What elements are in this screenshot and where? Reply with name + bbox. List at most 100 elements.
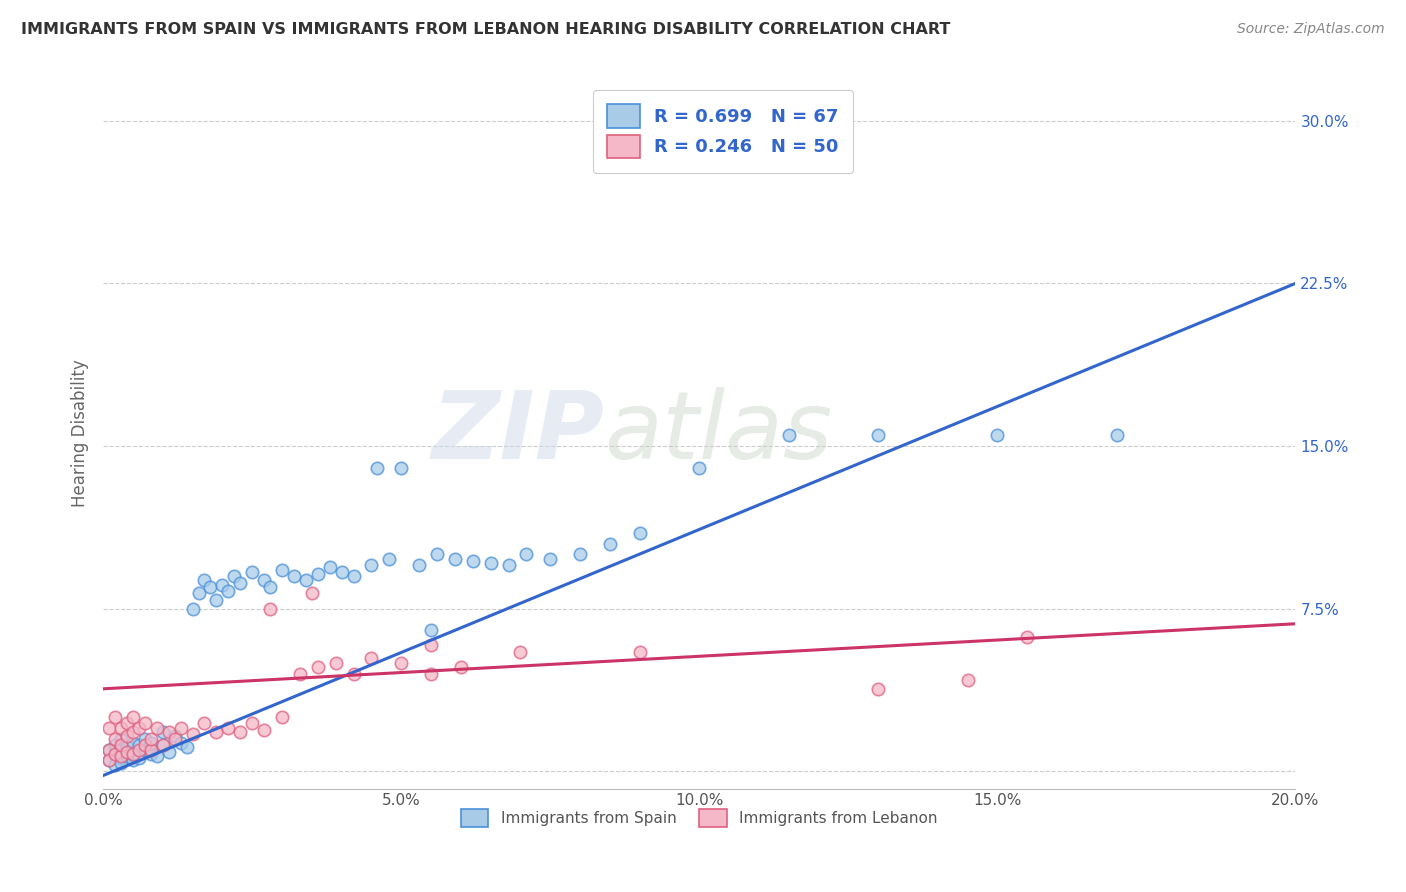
Point bbox=[104, 747, 127, 761]
Point bbox=[193, 574, 215, 588]
Point bbox=[599, 536, 621, 550]
Point bbox=[253, 574, 276, 588]
Point bbox=[122, 747, 145, 761]
Text: IMMIGRANTS FROM SPAIN VS IMMIGRANTS FROM LEBANON HEARING DISABILITY CORRELATION : IMMIGRANTS FROM SPAIN VS IMMIGRANTS FROM… bbox=[21, 22, 950, 37]
Point bbox=[115, 730, 138, 744]
Point bbox=[152, 738, 174, 752]
Point bbox=[139, 736, 162, 750]
Point bbox=[134, 716, 156, 731]
Point bbox=[295, 574, 318, 588]
Point bbox=[104, 731, 127, 746]
Point bbox=[240, 716, 263, 731]
Point bbox=[115, 745, 138, 759]
Point bbox=[283, 569, 305, 583]
Point bbox=[569, 548, 592, 562]
Point bbox=[98, 753, 121, 767]
Point bbox=[360, 558, 382, 573]
Point bbox=[110, 721, 132, 735]
Text: ZIP: ZIP bbox=[432, 387, 605, 479]
Point bbox=[342, 569, 364, 583]
Point bbox=[200, 580, 222, 594]
Point bbox=[122, 725, 145, 739]
Point bbox=[181, 727, 204, 741]
Point bbox=[134, 738, 156, 752]
Point bbox=[986, 428, 1008, 442]
Point bbox=[868, 428, 890, 442]
Point bbox=[426, 548, 449, 562]
Point bbox=[157, 725, 180, 739]
Point bbox=[688, 460, 710, 475]
Point bbox=[205, 725, 228, 739]
Point bbox=[181, 601, 204, 615]
Point bbox=[110, 751, 132, 765]
Point bbox=[98, 753, 121, 767]
Point bbox=[128, 721, 150, 735]
Point bbox=[342, 666, 364, 681]
Point bbox=[128, 738, 150, 752]
Point bbox=[134, 731, 156, 746]
Point bbox=[360, 651, 382, 665]
Point bbox=[139, 731, 162, 746]
Point bbox=[115, 745, 138, 759]
Point bbox=[176, 740, 198, 755]
Point bbox=[104, 738, 127, 752]
Point bbox=[122, 747, 145, 761]
Point bbox=[152, 738, 174, 752]
Point bbox=[122, 753, 145, 767]
Point bbox=[389, 656, 412, 670]
Point bbox=[229, 725, 252, 739]
Point bbox=[128, 742, 150, 756]
Point bbox=[389, 460, 412, 475]
Text: Source: ZipAtlas.com: Source: ZipAtlas.com bbox=[1237, 22, 1385, 37]
Point bbox=[146, 721, 169, 735]
Point bbox=[98, 742, 121, 756]
Point bbox=[211, 578, 233, 592]
Point bbox=[163, 730, 186, 744]
Point bbox=[318, 560, 340, 574]
Point bbox=[169, 721, 191, 735]
Point bbox=[134, 742, 156, 756]
Point bbox=[628, 645, 651, 659]
Point bbox=[301, 586, 323, 600]
Text: atlas: atlas bbox=[605, 387, 832, 478]
Point bbox=[1105, 428, 1128, 442]
Point bbox=[259, 580, 281, 594]
Point bbox=[229, 575, 252, 590]
Point bbox=[366, 460, 388, 475]
Point bbox=[110, 756, 132, 770]
Point bbox=[128, 751, 150, 765]
Point bbox=[1017, 630, 1039, 644]
Point bbox=[479, 556, 502, 570]
Point bbox=[110, 738, 132, 752]
Point bbox=[307, 566, 329, 581]
Point bbox=[259, 601, 281, 615]
Point bbox=[420, 666, 443, 681]
Point bbox=[515, 548, 537, 562]
Point bbox=[163, 731, 186, 746]
Point bbox=[868, 681, 890, 696]
Point bbox=[205, 593, 228, 607]
Point bbox=[139, 747, 162, 761]
Point bbox=[217, 584, 239, 599]
Point bbox=[288, 666, 311, 681]
Point bbox=[122, 710, 145, 724]
Point bbox=[104, 747, 127, 761]
Point bbox=[110, 749, 132, 764]
Point bbox=[139, 742, 162, 756]
Point bbox=[98, 721, 121, 735]
Point bbox=[115, 716, 138, 731]
Point bbox=[420, 639, 443, 653]
Point bbox=[498, 558, 520, 573]
Point bbox=[110, 731, 132, 746]
Y-axis label: Hearing Disability: Hearing Disability bbox=[72, 359, 89, 507]
Point bbox=[307, 660, 329, 674]
Point bbox=[330, 565, 353, 579]
Point bbox=[461, 554, 484, 568]
Point bbox=[408, 558, 430, 573]
Point bbox=[325, 656, 347, 670]
Point bbox=[187, 586, 209, 600]
Point bbox=[628, 525, 651, 540]
Point bbox=[509, 645, 531, 659]
Point bbox=[146, 749, 169, 764]
Point bbox=[157, 745, 180, 759]
